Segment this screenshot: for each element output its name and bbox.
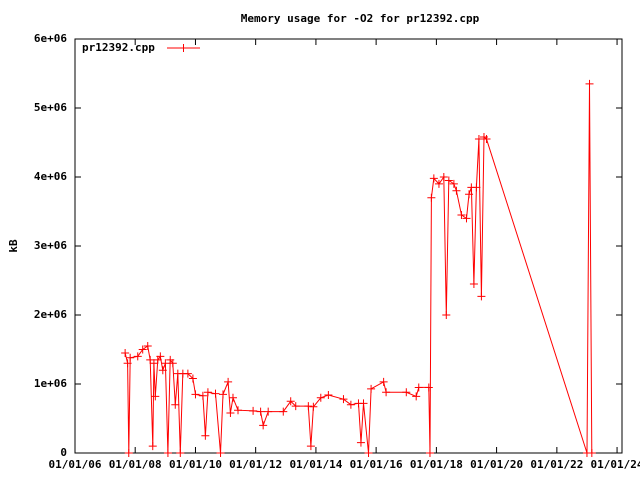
x-tick-label: 01/01/06 [49, 458, 102, 471]
point-marker [427, 193, 436, 202]
point-marker [474, 135, 483, 144]
point-marker [367, 384, 376, 393]
x-tick-label: 01/01/22 [530, 458, 583, 471]
point-marker [286, 397, 295, 406]
point-marker [304, 402, 313, 411]
point-marker [188, 374, 197, 383]
point-marker [462, 214, 471, 223]
point-marker [124, 449, 133, 457]
point-marker [133, 352, 142, 361]
point-marker [138, 345, 147, 354]
point-marker [457, 210, 466, 219]
point-marker [429, 174, 438, 183]
x-tick-label: 01/01/20 [470, 458, 523, 471]
point-marker [324, 391, 333, 400]
point-marker [414, 383, 423, 392]
chart-title: Memory usage for -O2 for pr12392.cpp [241, 12, 480, 25]
y-axis-label: kB [7, 239, 20, 253]
point-marker [183, 369, 192, 378]
point-marker [472, 183, 481, 192]
point-marker [168, 359, 177, 368]
point-marker [346, 400, 355, 409]
point-marker [211, 389, 220, 398]
point-marker [412, 392, 421, 401]
point-marker [339, 395, 348, 404]
x-tick-label: 01/01/12 [229, 458, 282, 471]
point-marker [216, 449, 225, 457]
point-marker [228, 393, 237, 402]
y-tick-label: 5e+06 [34, 101, 67, 114]
point-marker [219, 390, 228, 399]
point-marker [425, 449, 434, 457]
point-marker [146, 355, 155, 364]
point-marker [465, 190, 474, 199]
point-marker [444, 176, 453, 185]
y-tick-label: 3e+06 [34, 239, 67, 252]
point-marker [469, 279, 478, 288]
point-marker [379, 377, 388, 386]
point-marker [434, 179, 443, 188]
point-marker [151, 392, 160, 401]
point-marker [402, 388, 411, 397]
point-marker [249, 406, 258, 415]
point-marker [143, 342, 152, 351]
y-tick-label: 0 [60, 446, 67, 459]
point-marker [158, 366, 167, 375]
point-marker [123, 359, 132, 368]
point-marker [424, 383, 433, 392]
point-marker [191, 390, 200, 399]
point-marker [161, 359, 170, 368]
y-tick-label: 4e+06 [34, 170, 67, 183]
point-marker [306, 442, 315, 451]
point-marker [256, 407, 265, 416]
y-tick-label: 2e+06 [34, 308, 67, 321]
point-marker [364, 449, 373, 457]
series-line [124, 83, 593, 454]
point-marker [171, 400, 180, 409]
point-marker [156, 352, 165, 361]
y-tick-label: 1e+06 [34, 377, 67, 390]
point-marker [234, 406, 243, 415]
point-marker [259, 421, 268, 430]
point-marker [226, 408, 235, 417]
point-marker [149, 359, 158, 368]
point-marker [482, 135, 491, 144]
point-marker [449, 179, 458, 188]
point-marker [291, 402, 300, 411]
x-tick-label: 01/01/08 [109, 458, 162, 471]
point-marker [587, 449, 596, 457]
point-marker [359, 399, 368, 408]
point-marker [442, 311, 451, 319]
point-marker [224, 377, 233, 386]
point-marker [316, 393, 325, 402]
plot-frame [74, 38, 623, 454]
point-marker [198, 391, 207, 400]
point-marker [148, 442, 157, 451]
x-tick-label: 01/01/16 [350, 458, 403, 471]
point-marker [452, 186, 461, 195]
x-tick-label: 01/01/14 [289, 458, 342, 471]
point-marker [439, 173, 448, 181]
legend-label: pr12392.cpp [82, 41, 155, 54]
point-marker [121, 348, 130, 357]
y-tick-label: 6e+06 [34, 32, 67, 45]
point-marker [126, 353, 135, 362]
point-marker [585, 79, 594, 88]
point-marker [163, 449, 172, 457]
point-marker [356, 438, 365, 447]
point-marker [279, 407, 288, 416]
point-marker [176, 449, 185, 457]
x-tick-label: 01/01/24 [591, 458, 640, 471]
point-marker [382, 388, 391, 397]
legend-marker [179, 44, 188, 52]
x-tick-label: 01/01/10 [169, 458, 222, 471]
x-tick-label: 01/01/18 [410, 458, 463, 471]
point-marker [477, 292, 486, 301]
point-marker [203, 388, 212, 397]
point-marker [264, 407, 273, 416]
point-marker [201, 431, 210, 440]
point-marker [309, 402, 318, 411]
